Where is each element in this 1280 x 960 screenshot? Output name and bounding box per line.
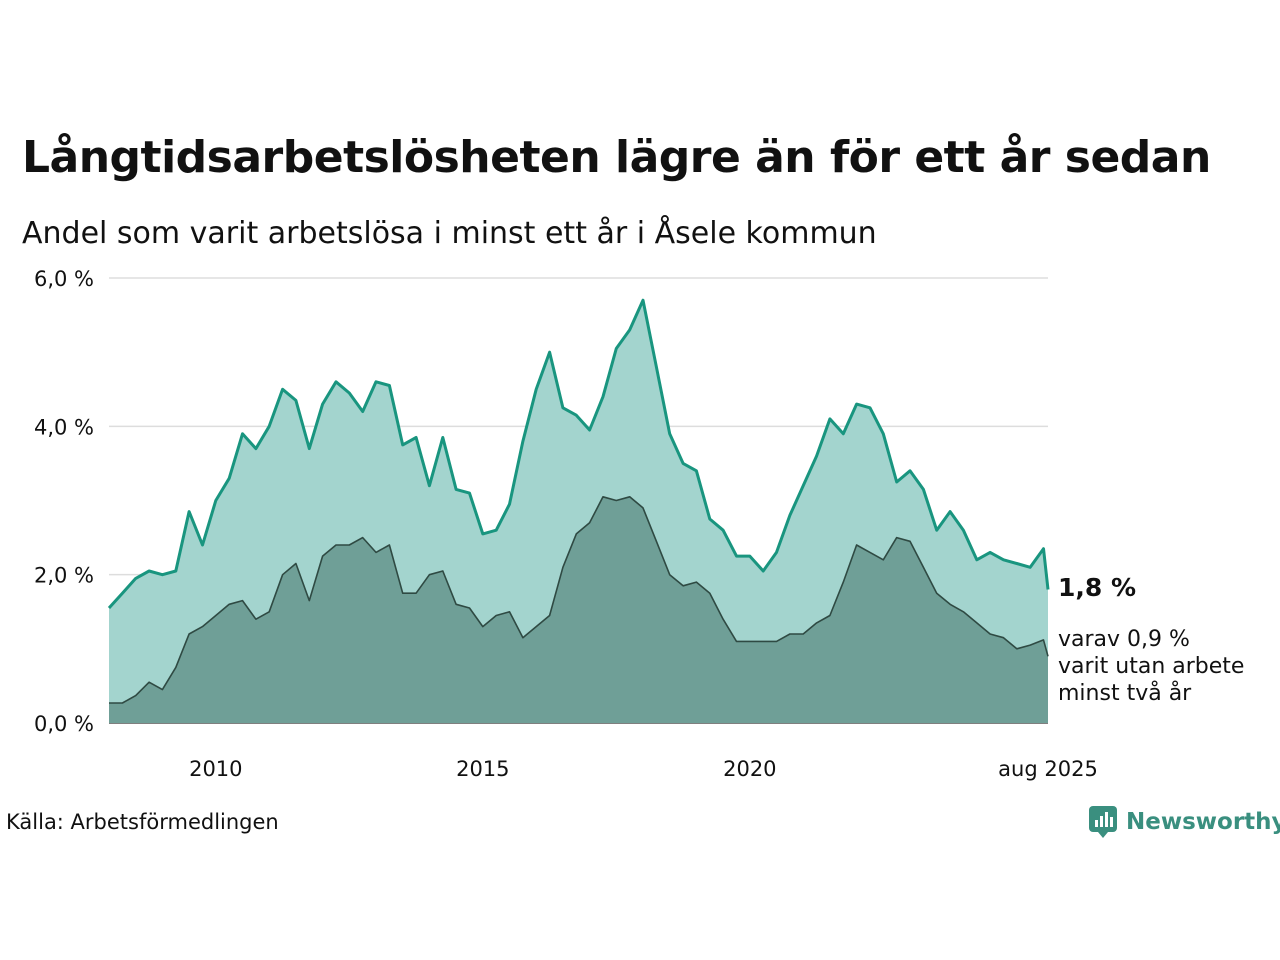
x-tick-label: aug 2025 (998, 757, 1098, 781)
x-tick-label: 2015 (456, 757, 509, 781)
lower-series-area (109, 496, 1048, 723)
x-tick-label: 2010 (189, 757, 242, 781)
brand-name: Newsworthy (1126, 809, 1280, 835)
newsworthy-logo-icon (1089, 806, 1117, 838)
y-tick-label: 2,0 % (34, 564, 94, 588)
chart-subtitle: Andel som varit arbetslösa i minst ett å… (22, 216, 877, 251)
lower-series-line (109, 496, 1049, 704)
y-axis-ticks: 0,0 % 2,0 % 4,0 % 6,0 % (34, 267, 94, 736)
end-sub-label: varav 0,9 % varit utan arbete minst två … (1058, 626, 1258, 707)
y-tick-label: 6,0 % (34, 267, 94, 291)
series-areas (107, 298, 1050, 723)
brand-logo[interactable]: Newsworthy (1088, 804, 1280, 840)
end-value-label: 1,8 % (1058, 573, 1137, 602)
source-note: Källa: Arbetsförmedlingen (6, 810, 279, 834)
end-sub-line-2: varit utan arbete (1058, 654, 1245, 679)
upper-series-line (107, 298, 1050, 610)
y-tick-label: 4,0 % (34, 415, 94, 439)
end-sub-line-1: varav 0,9 % (1058, 627, 1190, 652)
y-tick-label: 0,0 % (34, 712, 94, 736)
end-sub-line-3: minst två år (1058, 681, 1192, 706)
chart-title: Långtidsarbetslösheten lägre än för ett … (22, 132, 1211, 183)
x-tick-label: 2020 (723, 757, 776, 781)
x-axis-ticks: 2010 2015 2020 aug 2025 (189, 757, 1098, 781)
